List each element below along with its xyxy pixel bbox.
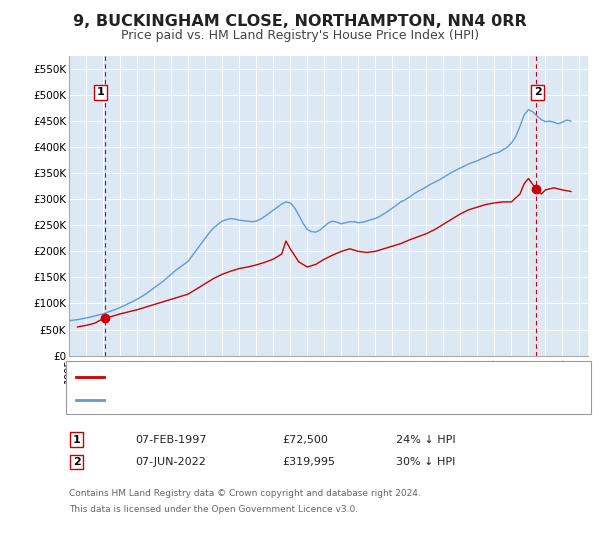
Text: 2: 2 [534, 87, 542, 97]
Text: HPI: Average price, detached house, West Northamptonshire: HPI: Average price, detached house, West… [110, 395, 427, 405]
Text: 9, BUCKINGHAM CLOSE, NORTHAMPTON, NN4 0RR (detached house): 9, BUCKINGHAM CLOSE, NORTHAMPTON, NN4 0R… [110, 372, 467, 382]
Text: 07-JUN-2022: 07-JUN-2022 [135, 457, 206, 467]
Text: Contains HM Land Registry data © Crown copyright and database right 2024.: Contains HM Land Registry data © Crown c… [69, 489, 421, 498]
Text: 1: 1 [97, 87, 104, 97]
Text: 24% ↓ HPI: 24% ↓ HPI [396, 435, 455, 445]
Text: Price paid vs. HM Land Registry's House Price Index (HPI): Price paid vs. HM Land Registry's House … [121, 29, 479, 42]
Text: £72,500: £72,500 [282, 435, 328, 445]
Text: £319,995: £319,995 [282, 457, 335, 467]
Text: 2: 2 [73, 457, 80, 467]
Text: 30% ↓ HPI: 30% ↓ HPI [396, 457, 455, 467]
Text: 07-FEB-1997: 07-FEB-1997 [135, 435, 206, 445]
Text: 1: 1 [73, 435, 80, 445]
Text: 9, BUCKINGHAM CLOSE, NORTHAMPTON, NN4 0RR: 9, BUCKINGHAM CLOSE, NORTHAMPTON, NN4 0R… [73, 14, 527, 29]
Text: This data is licensed under the Open Government Licence v3.0.: This data is licensed under the Open Gov… [69, 505, 358, 514]
